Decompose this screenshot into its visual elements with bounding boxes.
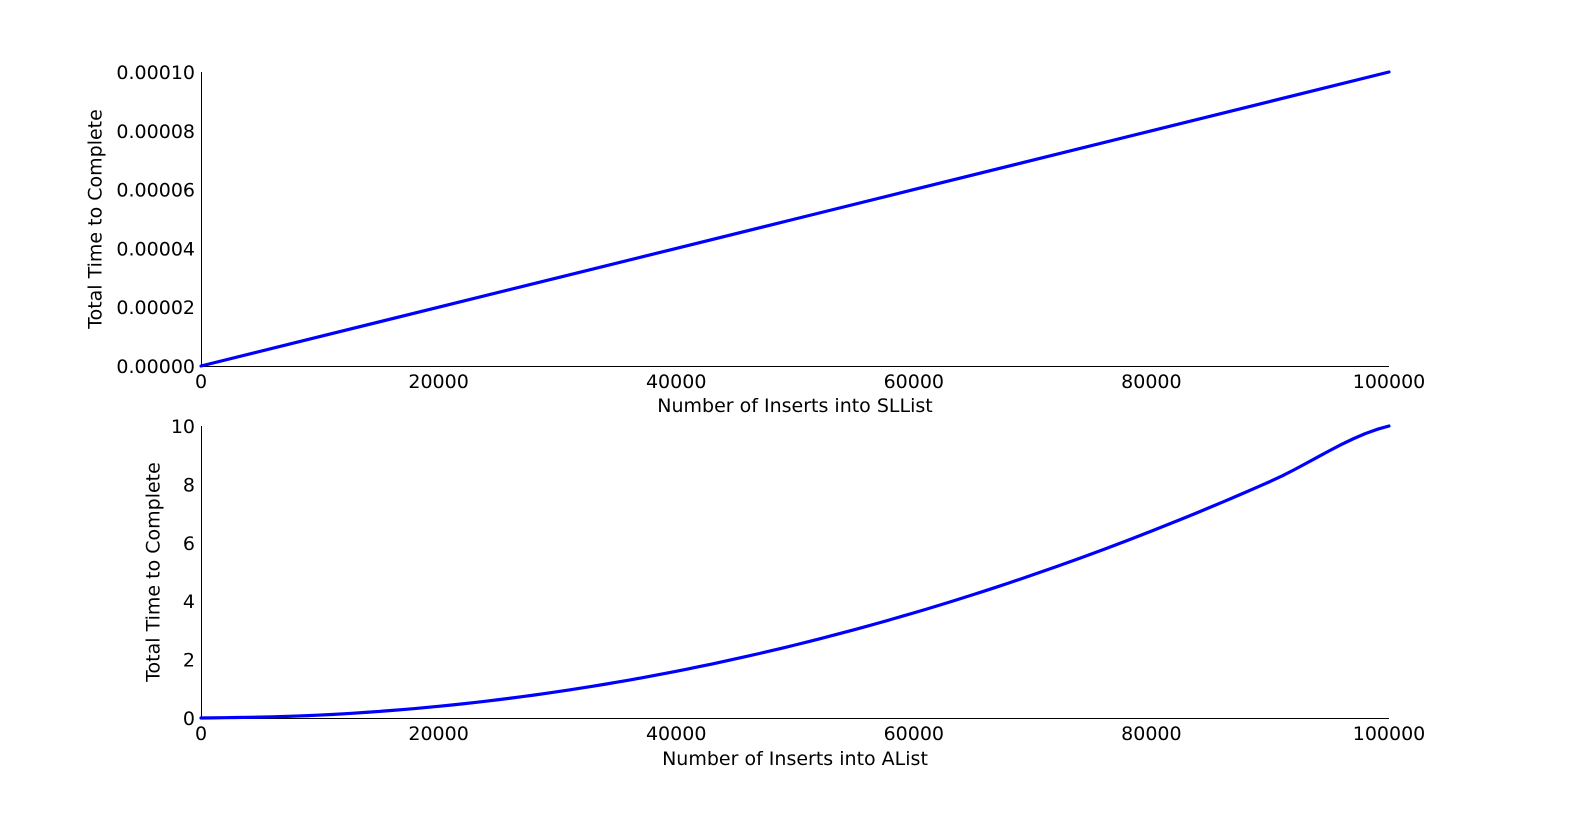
x-axis-label: Number of Inserts into AList bbox=[662, 748, 928, 770]
series-line bbox=[199, 424, 1391, 720]
x-tick-label: 40000 bbox=[646, 371, 706, 393]
y-tick-label: 2 bbox=[183, 650, 195, 672]
x-tick-label: 80000 bbox=[1121, 723, 1181, 745]
y-tick-label: 0.00006 bbox=[116, 180, 195, 202]
y-tick-label: 0.00002 bbox=[116, 297, 195, 319]
y-tick-label: 0.00004 bbox=[116, 238, 195, 260]
x-tick-label: 40000 bbox=[646, 723, 706, 745]
y-tick-label: 0 bbox=[183, 708, 195, 730]
x-tick-label: 20000 bbox=[408, 371, 468, 393]
x-tick-label: 20000 bbox=[408, 723, 468, 745]
x-tick-label: 0 bbox=[195, 371, 207, 393]
y-tick-label: 0.00010 bbox=[116, 62, 195, 84]
y-tick-label: 0.00008 bbox=[116, 121, 195, 143]
x-axis-label: Number of Inserts into SLList bbox=[657, 395, 932, 417]
y-tick-label: 0.00000 bbox=[116, 356, 195, 378]
x-tick-label: 100000 bbox=[1353, 723, 1426, 745]
y-tick-label: 6 bbox=[183, 533, 195, 555]
chart-sllist: 0.00000 0.00002 0.00004 0.00006 0.00008 0.000… bbox=[85, 62, 1426, 417]
y-tick-label: 4 bbox=[183, 591, 195, 613]
y-tick-label: 8 bbox=[183, 474, 195, 496]
x-tick-label: 100000 bbox=[1353, 371, 1426, 393]
chart-alist: 0 2 4 6 8 10 0 20000 40000 60000 80000 100000 Number… bbox=[143, 416, 1426, 770]
x-tick-label: 60000 bbox=[884, 723, 944, 745]
series-line bbox=[199, 70, 1391, 368]
x-tick-label: 60000 bbox=[884, 371, 944, 393]
y-tick-label: 10 bbox=[171, 416, 195, 438]
y-axis-label: Total Time to Complete bbox=[143, 462, 165, 683]
x-tick-label: 80000 bbox=[1121, 371, 1181, 393]
y-axis-label: Total Time to Complete bbox=[85, 109, 107, 330]
x-tick-label: 0 bbox=[195, 723, 207, 745]
